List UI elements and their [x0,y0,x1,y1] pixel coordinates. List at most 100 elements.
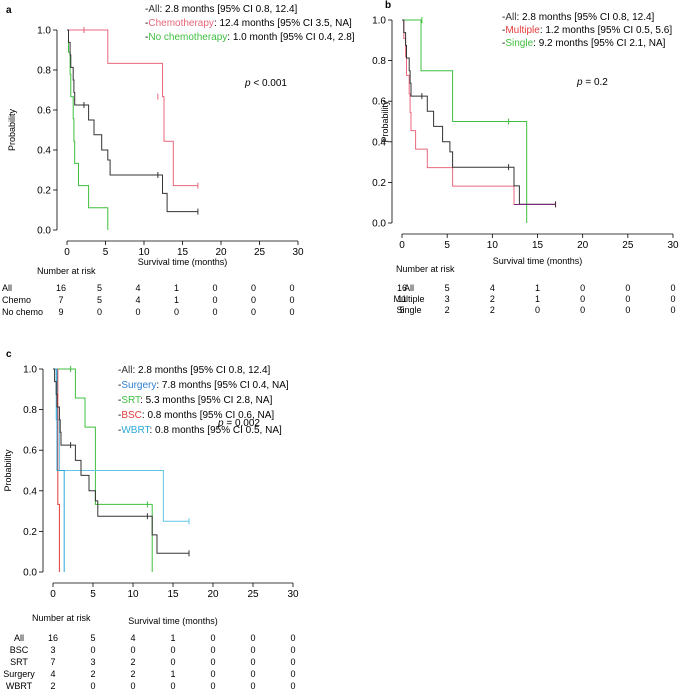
panel-label: a [6,5,12,16]
risk-count: 0 [170,681,175,691]
legend-detail: : 0.8 months [95% CI 0.6, NA] [142,410,275,421]
risk-count: 1 [170,669,175,679]
risk-count: 0 [290,657,295,667]
x-tick-label: 30 [292,247,304,258]
risk-count: 1 [535,294,540,304]
p-value-text: = 0.2 [583,77,609,88]
y-tick-label: 0.4 [23,486,37,497]
legend-detail: : 1.0 month [95% CI 0.4, 2.8] [227,32,355,43]
risk-count: 0 [250,669,255,679]
legend-dash: - [145,18,148,29]
legend-name: No chemotherapy [148,32,227,43]
legend-entry: -Chemotherapy: 12.4 months [95% CI 3.5, … [145,18,352,29]
x-tick-label: 20 [207,589,219,600]
x-tick-label: 25 [254,247,266,258]
risk-row-label: Surgery [3,669,35,679]
risk-count: 0 [251,307,256,317]
risk-count: 2 [445,305,450,315]
risk-table-title: Number at risk [32,613,91,623]
risk-count: 5 [97,295,102,305]
risk-row-label: All [14,633,24,643]
legend-detail: : 5.3 months [95% CI 2.8, NA] [140,395,273,406]
risk-count: 4 [135,295,140,305]
risk-count: 0 [625,283,630,293]
risk-row-label: Chemo [2,295,31,305]
x-tick-label: 0 [399,240,405,251]
km-curve-2 [67,29,109,230]
x-tick-label: 15 [177,247,189,258]
risk-count: 0 [580,305,585,315]
risk-count: 0 [250,633,255,643]
risk-count: 4 [50,669,55,679]
y-tick-label: 0.4 [372,137,386,148]
risk-count: 0 [90,681,95,691]
risk-count: 0 [212,307,217,317]
risk-count: 2 [50,681,55,691]
legend-dash: - [502,38,505,49]
legend-name: All [505,12,516,23]
risk-count: 2 [130,669,135,679]
risk-row-label: All [404,283,414,293]
risk-count: 2 [490,305,495,315]
risk-count: 4 [135,283,140,293]
risk-count: 0 [251,295,256,305]
risk-count: 0 [210,645,215,655]
legend-dash: - [145,32,148,43]
legend-dash: - [145,4,148,15]
risk-row-label: SRT [10,657,28,667]
legend-detail: : 2.8 months [95% CI 0.8, 12.4] [132,365,270,376]
risk-count: 0 [290,645,295,655]
km-curve-1 [402,19,528,223]
risk-count: 0 [670,305,675,315]
risk-count: 0 [535,305,540,315]
km-curve-3 [67,29,198,213]
x-tick-label: 5 [90,589,96,600]
legend-name: Single [505,38,533,49]
x-tick-label: 10 [127,589,139,600]
p-symbol: p [576,77,583,88]
risk-count: 16 [397,283,407,293]
risk-count: 0 [212,283,217,293]
risk-count: 0 [135,307,140,317]
risk-count: 5 [90,633,95,643]
risk-count: 0 [250,657,255,667]
risk-count: 1 [174,283,179,293]
legend-entry: -No chemotherapy: 1.0 month [95% CI 0.4,… [145,32,355,43]
x-tick-label: 20 [215,247,227,258]
x-tick-label: 25 [622,240,634,251]
y-tick-label: 0.6 [37,106,51,117]
risk-count: 3 [50,645,55,655]
y-tick-label: 0.6 [372,97,386,108]
y-axis-title: Probability [380,100,390,143]
legend-name: WBRT [121,425,150,436]
risk-count: 2 [130,657,135,667]
km-curve-3 [402,19,556,205]
risk-row-label: Multiple [393,294,424,304]
risk-count: 16 [56,283,66,293]
risk-table-title: Number at risk [37,266,96,276]
risk-row-label: No chemo [2,307,43,317]
x-tick-label: 20 [577,240,589,251]
y-axis-title: Probability [7,108,17,151]
risk-count: 0 [580,283,585,293]
legend-name: All [148,4,159,15]
km-curve-2 [53,368,189,522]
legend-detail: : 0.8 months [95% CI 0.5, NA] [150,425,283,436]
legend-entry: -SRT: 5.3 months [95% CI 2.8, NA] [118,395,273,406]
legend-entry: -Surgery: 7.8 months [95% CI 0.4, NA] [118,380,289,391]
panel-label: c [6,349,12,360]
risk-count: 4 [130,633,135,643]
risk-count: 0 [170,645,175,655]
risk-count: 3 [445,294,450,304]
p-symbol: p [217,418,224,429]
risk-count: 0 [212,295,217,305]
risk-count: 0 [289,307,294,317]
km-curve-5 [53,368,189,554]
x-tick-label: 10 [487,240,499,251]
risk-count: 1 [174,295,179,305]
risk-row-label: Single [396,305,421,315]
legend-dash: - [118,395,121,406]
legend-detail: : 2.8 months [95% CI 0.8, 12.4] [159,4,297,15]
y-tick-label: 0.6 [23,446,37,457]
